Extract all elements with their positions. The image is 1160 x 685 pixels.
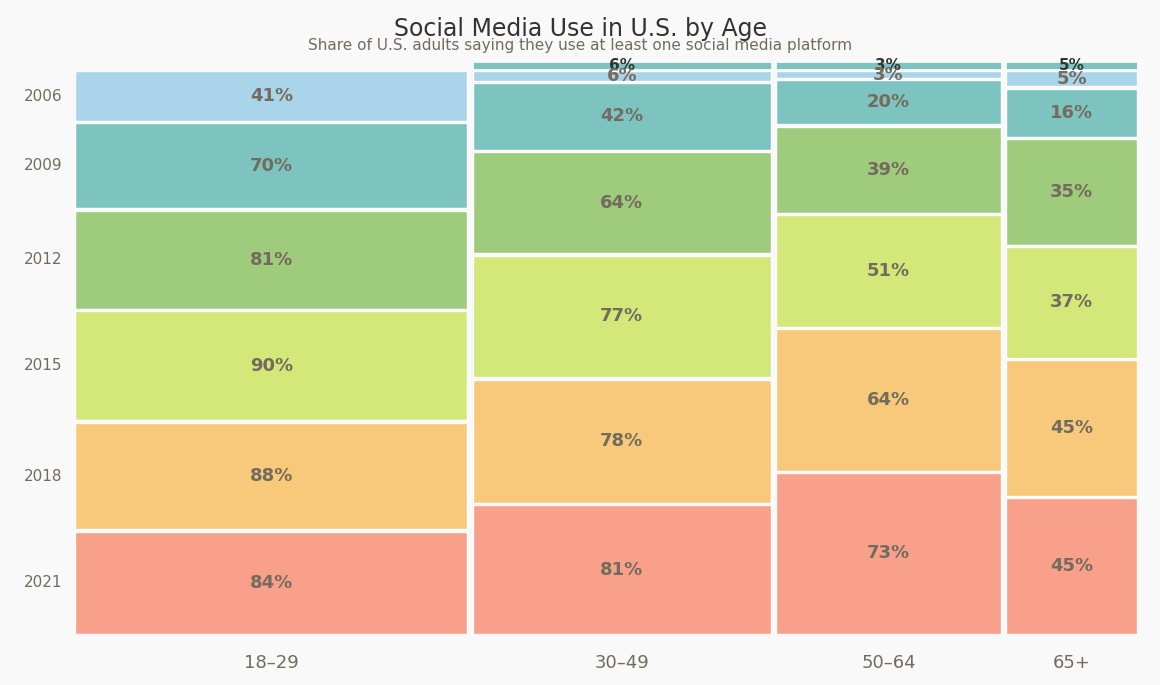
Text: 2015: 2015: [24, 358, 63, 373]
Text: 51%: 51%: [867, 262, 909, 280]
Text: Share of U.S. adults saying they use at least one social media platform: Share of U.S. adults saying they use at …: [307, 38, 853, 53]
Text: 2021: 2021: [24, 575, 63, 590]
Text: 5%: 5%: [1059, 58, 1085, 73]
Bar: [75, 532, 467, 634]
Text: 3%: 3%: [876, 58, 901, 73]
Text: 39%: 39%: [867, 160, 909, 179]
Bar: [1006, 360, 1137, 496]
Text: 2018: 2018: [24, 469, 63, 484]
Bar: [473, 83, 770, 149]
Text: 73%: 73%: [867, 544, 909, 562]
Bar: [473, 379, 770, 503]
Bar: [473, 71, 770, 81]
Text: 2009: 2009: [24, 158, 63, 173]
Text: 41%: 41%: [249, 87, 293, 105]
Text: 64%: 64%: [867, 391, 909, 409]
Bar: [776, 71, 1001, 78]
Text: 6%: 6%: [607, 67, 637, 85]
Text: 37%: 37%: [1050, 293, 1093, 312]
Text: 64%: 64%: [600, 194, 644, 212]
Text: 2006: 2006: [24, 89, 63, 103]
Text: 81%: 81%: [600, 560, 644, 579]
Text: 65+: 65+: [1052, 653, 1090, 672]
Text: 20%: 20%: [867, 93, 909, 111]
Text: 3%: 3%: [873, 66, 904, 84]
Text: 45%: 45%: [1050, 557, 1093, 575]
Text: 70%: 70%: [249, 157, 293, 175]
Bar: [75, 123, 467, 208]
Text: Social Media Use in U.S. by Age: Social Media Use in U.S. by Age: [393, 17, 767, 41]
Text: 35%: 35%: [1050, 183, 1093, 201]
Text: 18–29: 18–29: [244, 653, 299, 672]
Text: 30–49: 30–49: [594, 653, 650, 672]
Text: 45%: 45%: [1050, 419, 1093, 437]
Bar: [1006, 139, 1137, 245]
Text: 78%: 78%: [600, 432, 644, 451]
Text: 88%: 88%: [249, 467, 293, 485]
Text: 90%: 90%: [249, 357, 293, 375]
Bar: [473, 152, 770, 253]
Bar: [776, 215, 1001, 327]
Text: 2012: 2012: [24, 252, 63, 267]
Bar: [473, 62, 770, 69]
Bar: [473, 256, 770, 377]
Bar: [1006, 71, 1137, 86]
Bar: [776, 473, 1001, 634]
Bar: [75, 311, 467, 421]
Bar: [1006, 89, 1137, 137]
Bar: [1006, 498, 1137, 634]
Text: 16%: 16%: [1050, 104, 1093, 122]
Text: 77%: 77%: [600, 308, 644, 325]
Bar: [1006, 62, 1137, 69]
Text: 5%: 5%: [1056, 70, 1087, 88]
Bar: [473, 506, 770, 634]
Text: 6%: 6%: [609, 58, 635, 73]
Bar: [75, 210, 467, 309]
Bar: [75, 423, 467, 530]
Text: 81%: 81%: [249, 251, 293, 269]
Bar: [1006, 247, 1137, 358]
Bar: [776, 80, 1001, 125]
Bar: [75, 71, 467, 121]
Text: 50–64: 50–64: [861, 653, 915, 672]
Bar: [776, 127, 1001, 212]
Text: 42%: 42%: [600, 108, 644, 125]
Bar: [776, 329, 1001, 471]
Text: 84%: 84%: [249, 573, 293, 592]
Bar: [776, 62, 1001, 69]
